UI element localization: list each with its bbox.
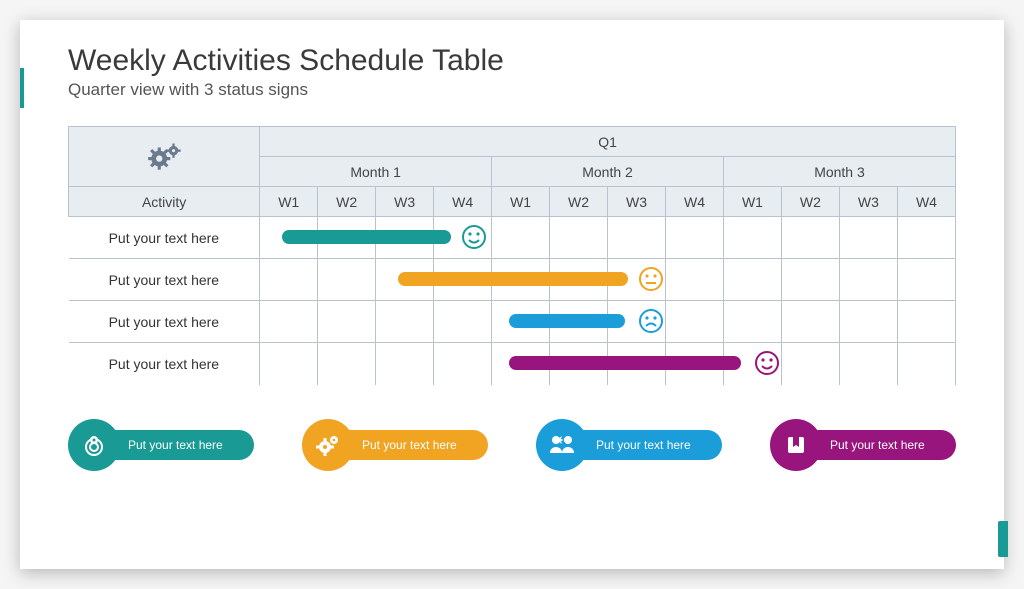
grid-cell	[434, 301, 492, 343]
week-header: W3	[376, 187, 434, 217]
grid-cell	[608, 217, 666, 259]
page-title: Weekly Activities Schedule Table	[68, 44, 956, 78]
table-head: Q1 Month 1Month 2Month 3 Activity W1W2W3…	[69, 127, 956, 217]
legend-item: Put your text here	[68, 419, 254, 471]
grid-cell	[550, 259, 608, 301]
table-row: Put your text here	[69, 301, 956, 343]
grid-cell	[666, 259, 724, 301]
grid-cell	[723, 301, 781, 343]
page-subtitle: Quarter view with 3 status signs	[68, 80, 956, 100]
week-header: W2	[550, 187, 608, 217]
grid-cell	[550, 301, 608, 343]
grid-cell	[376, 217, 434, 259]
grid-cell	[839, 217, 897, 259]
legend-row: Put your text here Put your text here Put …	[68, 419, 956, 471]
target-icon	[68, 419, 120, 471]
grid-cell	[318, 301, 376, 343]
activity-label: Put your text here	[69, 259, 260, 301]
gear-header-cell	[69, 127, 260, 187]
activity-label: Put your text here	[69, 301, 260, 343]
grid-cell	[492, 343, 550, 385]
grid-cell	[839, 259, 897, 301]
grid-cell	[897, 343, 955, 385]
activity-label: Put your text here	[69, 343, 260, 385]
people-icon	[536, 419, 588, 471]
accent-left	[20, 68, 24, 108]
grid-cell	[260, 301, 318, 343]
week-header: W4	[666, 187, 724, 217]
accent-right	[998, 521, 1008, 557]
week-header: W2	[781, 187, 839, 217]
grid-cell	[897, 259, 955, 301]
week-header: W3	[839, 187, 897, 217]
table-body: Put your text herePut your text herePut …	[69, 217, 956, 385]
grid-cell	[260, 343, 318, 385]
grid-cell	[318, 343, 376, 385]
activity-header: Activity	[69, 187, 260, 217]
schedule-table: Q1 Month 1Month 2Month 3 Activity W1W2W3…	[68, 126, 956, 385]
grid-cell	[666, 343, 724, 385]
grid-cell	[781, 301, 839, 343]
week-header: W1	[723, 187, 781, 217]
grid-cell	[839, 301, 897, 343]
slide: Weekly Activities Schedule Table Quarter…	[20, 20, 1004, 569]
month-header: Month 2	[492, 157, 724, 187]
week-header: W4	[897, 187, 955, 217]
grid-cell	[723, 259, 781, 301]
grid-cell	[666, 301, 724, 343]
grid-cell	[897, 301, 955, 343]
grid-cell	[550, 343, 608, 385]
grid-cell	[318, 259, 376, 301]
grid-cell	[492, 217, 550, 259]
gears-icon	[302, 419, 354, 471]
week-header: W1	[492, 187, 550, 217]
grid-cell	[376, 343, 434, 385]
legend-item: Put your text here	[302, 419, 488, 471]
grid-cell	[723, 217, 781, 259]
activity-label: Put your text here	[69, 217, 260, 259]
grid-cell	[434, 343, 492, 385]
grid-cell	[781, 217, 839, 259]
grid-cell	[723, 343, 781, 385]
legend-item: Put your text here	[536, 419, 722, 471]
grid-cell	[608, 259, 666, 301]
grid-cell	[781, 259, 839, 301]
table-row: Put your text here	[69, 343, 956, 385]
week-header: W3	[608, 187, 666, 217]
grid-cell	[260, 259, 318, 301]
week-header: W4	[434, 187, 492, 217]
grid-cell	[492, 259, 550, 301]
week-header: W2	[318, 187, 376, 217]
bookmark-icon	[770, 419, 822, 471]
month-header: Month 1	[260, 157, 492, 187]
grid-cell	[492, 301, 550, 343]
legend-item: Put your text here	[770, 419, 956, 471]
grid-cell	[260, 217, 318, 259]
grid-cell	[897, 217, 955, 259]
grid-cell	[376, 259, 434, 301]
grid-cell	[550, 217, 608, 259]
grid-cell	[666, 217, 724, 259]
grid-cell	[608, 343, 666, 385]
table-row: Put your text here	[69, 217, 956, 259]
week-header-row: Activity W1W2W3W4W1W2W3W4W1W2W3W4	[69, 187, 956, 217]
grid-cell	[434, 259, 492, 301]
grid-cell	[781, 343, 839, 385]
grid-cell	[376, 301, 434, 343]
gears-icon	[145, 142, 183, 172]
week-header: W1	[260, 187, 318, 217]
quarter-header: Q1	[260, 127, 956, 157]
grid-cell	[608, 301, 666, 343]
schedule-wrap: Q1 Month 1Month 2Month 3 Activity W1W2W3…	[68, 126, 956, 385]
grid-cell	[839, 343, 897, 385]
month-header: Month 3	[723, 157, 955, 187]
grid-cell	[434, 217, 492, 259]
grid-cell	[318, 217, 376, 259]
table-row: Put your text here	[69, 259, 956, 301]
